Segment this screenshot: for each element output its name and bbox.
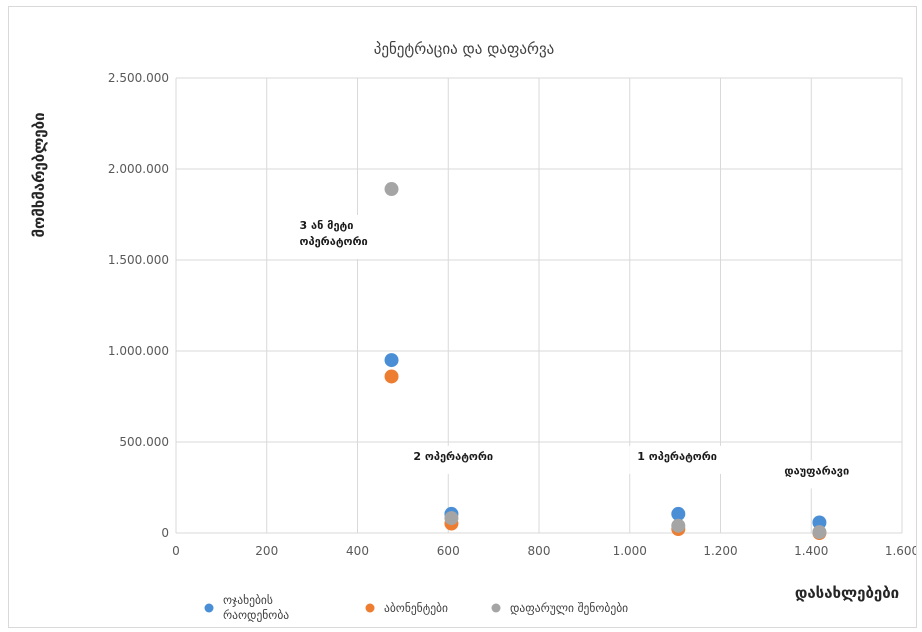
x-tick-label: 0 [172, 544, 180, 558]
legend-label: ოჯახების [223, 593, 273, 607]
data-point [384, 182, 399, 197]
chart-title: პენეტრაცია და დაფარვა [374, 40, 555, 58]
scatter-chart: 0 500.000 1.000.000 1.500.000 2.000.000 2.500… [30, 40, 916, 622]
x-tick-label: 600 [437, 544, 460, 558]
legend-label: აბონენტები [384, 601, 448, 615]
y-tick-label: 2.000.000 [108, 162, 169, 176]
data-point [671, 506, 686, 521]
chart-frame: 0 500.000 1.000.000 1.500.000 2.000.000 2.500… [8, 6, 917, 628]
annotation-label: 1 ოპერატორი [629, 445, 728, 474]
data-point [444, 511, 459, 526]
annotation-text: ოპერატორი [300, 235, 368, 248]
data-point [671, 518, 686, 533]
annotation-text: 1 ოპერატორი [637, 450, 717, 463]
legend-marker [365, 603, 375, 613]
x-tick-label: 800 [528, 544, 551, 558]
annotations: 3 ან მეტი ოპერატორი 2 ოპერატორი 1 ოპერატორი… [291, 215, 875, 489]
annotation-box [776, 460, 875, 489]
y-tick-label: 1.500.000 [108, 253, 169, 267]
data-points [384, 182, 827, 540]
annotation-label: 3 ან მეტი ოპერატორი [291, 215, 390, 260]
annotation-label: 2 ოპერატორი [405, 445, 504, 474]
legend-marker [204, 603, 214, 613]
y-tick-label: 2.500.000 [108, 71, 169, 85]
y-axis-title: მომხმარებლები [30, 112, 48, 237]
x-tick-label: 1.200 [703, 544, 737, 558]
x-tick-label: 200 [255, 544, 278, 558]
x-tick-labels: 0 200 400 600 800 1.000 1.200 1.400 1.600 [172, 544, 916, 558]
y-tick-label: 500.000 [119, 435, 169, 449]
annotation-box [291, 215, 390, 260]
annotation-label: დაუფარავი [776, 460, 875, 489]
y-tick-label: 1.000.000 [108, 344, 169, 358]
legend-marker [491, 603, 501, 613]
x-tick-label: 400 [346, 544, 369, 558]
data-point [812, 515, 827, 530]
data-point [384, 353, 399, 368]
legend-label: რაოდენობა [223, 608, 289, 622]
y-tick-labels: 0 500.000 1.000.000 1.500.000 2.000.000 2.500… [108, 71, 169, 540]
gridlines [175, 77, 903, 534]
data-point [384, 369, 399, 384]
y-tick-label: 0 [161, 526, 169, 540]
x-axis-title: დასახლებები [795, 584, 899, 602]
annotation-box [405, 445, 504, 474]
annotation-text: დაუფარავი [784, 464, 849, 477]
annotation-box [629, 445, 728, 474]
annotation-text: 2 ოპერატორი [413, 450, 493, 463]
x-tick-label: 1.600 [885, 544, 916, 558]
annotation-text: 3 ან მეტი [300, 219, 354, 232]
x-tick-label: 1.000 [613, 544, 647, 558]
data-point [812, 525, 827, 540]
x-tick-label: 1.400 [794, 544, 828, 558]
legend-label: დაფარული შენობები [510, 601, 628, 615]
